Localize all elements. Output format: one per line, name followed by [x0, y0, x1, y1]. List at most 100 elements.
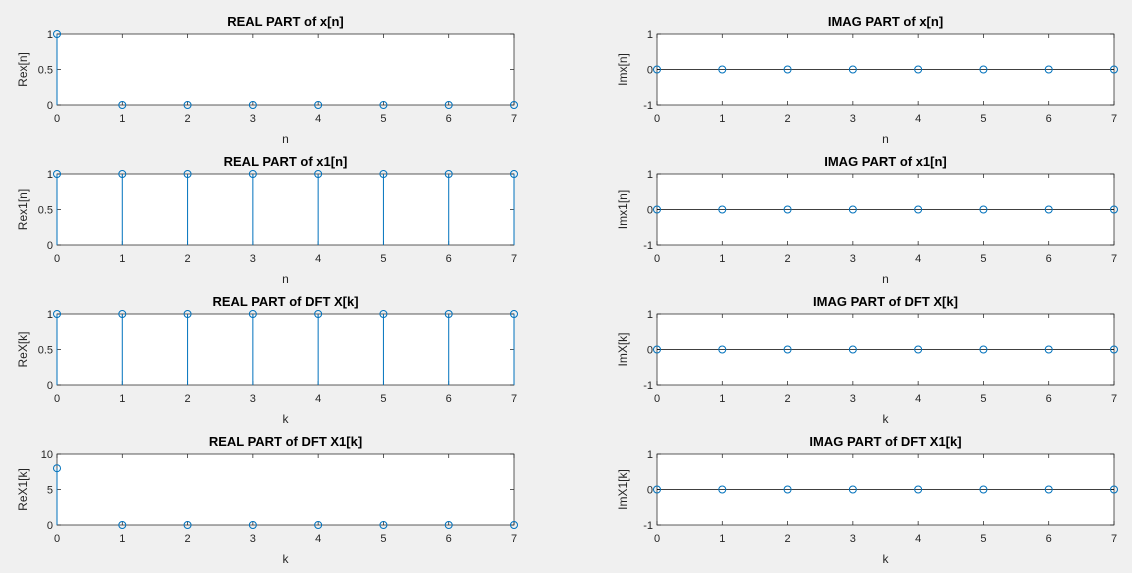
x-tick-label: 5 [980, 113, 986, 125]
x-tick-label: 0 [654, 393, 660, 405]
stem-marker [118, 521, 127, 529]
stem-marker [1044, 345, 1053, 354]
x-tick-label: 0 [54, 113, 60, 125]
x-tick-label: 3 [250, 533, 256, 545]
stem-marker [1110, 485, 1118, 494]
x-tick-label: 7 [511, 113, 517, 125]
x-tick-label: 1 [719, 533, 725, 545]
x-tick-label: 7 [511, 253, 517, 265]
x-axis-label: n [882, 132, 889, 146]
x-axis-label: k [883, 552, 890, 566]
subplot-title: REAL PART of DFT X[k] [212, 294, 358, 309]
y-tick-label: 1 [647, 449, 653, 461]
x-tick-label: 1 [119, 253, 125, 265]
stem-marker [1110, 65, 1118, 74]
subplot-3: REAL PART of x1[n] 0 1 2 3 4 5 6 7 0 0.5 1 n Rex1[n] [16, 154, 518, 286]
x-tick-label: 7 [511, 533, 517, 545]
stem-marker [979, 205, 988, 214]
x-tick-label: 3 [250, 393, 256, 405]
y-axis-label: ReX[k] [16, 331, 30, 367]
stem-marker [783, 65, 792, 74]
stem-marker [783, 485, 792, 494]
stem-marker [1044, 485, 1053, 494]
y-tick-label: 1 [647, 169, 653, 181]
x-tick-label: 3 [250, 113, 256, 125]
y-tick-label: 0 [647, 65, 653, 77]
stem-marker [183, 101, 192, 109]
stem-marker [183, 310, 192, 318]
x-tick-label: 5 [380, 533, 386, 545]
x-tick-label: 1 [119, 113, 125, 125]
subplot-title: IMAG PART of x[n] [828, 14, 943, 29]
stem-marker [314, 521, 323, 529]
x-tick-label: 4 [315, 253, 321, 265]
y-tick-label: 0 [47, 240, 53, 252]
stem-marker [653, 345, 661, 354]
x-tick-label: 1 [719, 253, 725, 265]
x-tick-label: 3 [250, 253, 256, 265]
y-tick-label: -1 [643, 520, 653, 532]
y-tick-label: 1 [647, 29, 653, 41]
stem-marker [444, 170, 453, 178]
x-tick-label: 6 [1046, 113, 1052, 125]
subplot-5: REAL PART of DFT X[k] 0 1 2 3 4 5 6 7 0 0.5 1 k ReX[k… [16, 294, 518, 426]
y-axis-label: Imx[n] [616, 53, 630, 86]
axes-box [56, 173, 515, 246]
x-tick-label: 0 [54, 253, 60, 265]
stem-marker [118, 170, 127, 178]
subplot-8: IMAG PART of DFT X1[k]0 1 2 3 4 5 6 7-101kImX1[… [616, 434, 1118, 566]
subplot-title: REAL PART of x[n] [227, 14, 344, 29]
x-tick-label: 3 [850, 393, 856, 405]
y-tick-label: -1 [643, 240, 653, 252]
x-tick-label: 6 [446, 533, 452, 545]
stem-marker [444, 310, 453, 318]
x-tick-label: 0 [654, 253, 660, 265]
x-tick-label: 3 [850, 533, 856, 545]
stem-marker [1044, 205, 1053, 214]
stem-marker [314, 101, 323, 109]
stem-marker [183, 170, 192, 178]
x-tick-label: 2 [785, 113, 791, 125]
stem-marker [379, 310, 388, 318]
subplot-title: IMAG PART of DFT X1[k] [809, 434, 961, 449]
stem-marker [1110, 345, 1118, 354]
stem-marker [848, 65, 857, 74]
x-tick-label: 1 [119, 393, 125, 405]
x-tick-label: 1 [719, 393, 725, 405]
x-axis-label: k [883, 412, 890, 426]
x-tick-label: 5 [980, 393, 986, 405]
stem-marker [314, 170, 323, 178]
stem-marker [248, 310, 257, 318]
subplot-title: REAL PART of DFT X1[k] [209, 434, 362, 449]
subplot-title: IMAG PART of x1[n] [824, 154, 947, 169]
stem-marker [914, 65, 923, 74]
stem-marker [510, 521, 518, 529]
stem-marker [510, 170, 518, 178]
y-tick-label: 10 [41, 449, 53, 461]
stem-marker [848, 485, 857, 494]
x-tick-label: 3 [850, 113, 856, 125]
stem-marker [718, 205, 727, 214]
y-axis-label: ImX[k] [616, 332, 630, 366]
x-tick-label: 1 [119, 533, 125, 545]
stem-marker [183, 521, 192, 529]
x-tick-label: 6 [446, 253, 452, 265]
stem-marker [783, 345, 792, 354]
stem-marker [783, 205, 792, 214]
stem-marker [118, 101, 127, 109]
axes-box [56, 33, 515, 106]
y-tick-label: -1 [643, 100, 653, 112]
y-tick-label: 0 [47, 100, 53, 112]
y-tick-label: 0 [47, 380, 53, 392]
subplot-title: REAL PART of x1[n] [224, 154, 348, 169]
stem-marker [718, 485, 727, 494]
stem-marker [718, 345, 727, 354]
x-tick-label: 2 [185, 533, 191, 545]
y-tick-label: 1 [647, 309, 653, 321]
x-tick-label: 6 [446, 393, 452, 405]
stem-marker [248, 101, 257, 109]
x-tick-label: 5 [980, 253, 986, 265]
x-tick-label: 0 [54, 393, 60, 405]
